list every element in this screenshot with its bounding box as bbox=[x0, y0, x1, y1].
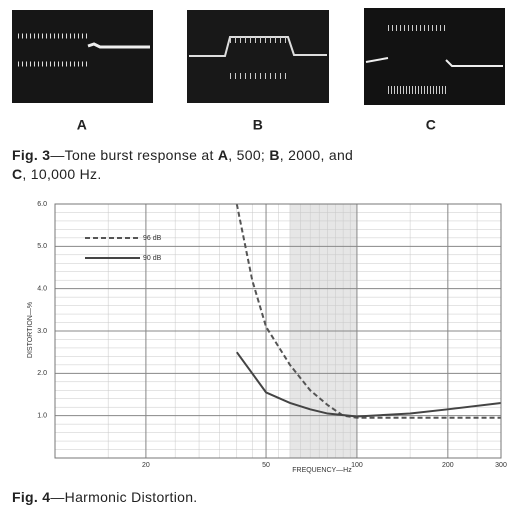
y-axis-label: DISTORTION—% bbox=[27, 302, 34, 358]
x-tick-label: 20 bbox=[142, 462, 150, 469]
caption-part: Fig. 3 bbox=[12, 147, 50, 163]
caption-part: A bbox=[218, 147, 228, 163]
photo-label: B bbox=[253, 117, 263, 133]
photo-c bbox=[364, 8, 505, 105]
x-axis-label: FREQUENCY—Hz bbox=[292, 467, 352, 474]
series-line bbox=[235, 203, 501, 419]
legend-label: 96 dB bbox=[143, 235, 162, 242]
caption-part: , 500; bbox=[228, 147, 269, 163]
y-tick-label: 5.0 bbox=[37, 243, 47, 250]
caption-part: —Harmonic Distortion. bbox=[50, 489, 197, 505]
chart: 20 50 100 200 300 1.0 2.0 3.0 4.0 5.0 6.0 96 dB 90 d… bbox=[37, 201, 507, 469]
plot-frame bbox=[54, 203, 502, 459]
caption: Fig. 4—Harmonic Distortion. bbox=[12, 489, 197, 505]
y-tick-label: 2.0 bbox=[37, 370, 47, 377]
y-tick-label: 1.0 bbox=[37, 413, 47, 420]
photo-label: A bbox=[77, 117, 87, 133]
y-tick-label: 3.0 bbox=[37, 328, 47, 335]
x-tick-label: 200 bbox=[442, 462, 454, 469]
photo-b bbox=[187, 10, 329, 103]
photo-a bbox=[12, 10, 153, 103]
caption-part: , 2000, and bbox=[280, 147, 353, 163]
x-tick-label: 100 bbox=[351, 462, 363, 469]
y-tick-label: 4.0 bbox=[37, 286, 47, 293]
series-line bbox=[235, 351, 502, 418]
y-tick-label: 6.0 bbox=[37, 201, 47, 208]
caption: Fig. 3—Tone burst response at A, 500; B,… bbox=[12, 147, 353, 163]
caption-part: , 10,000 Hz. bbox=[22, 166, 101, 182]
caption-part: —Tone burst response at bbox=[50, 147, 218, 163]
caption-part: B bbox=[269, 147, 279, 163]
caption: C, 10,000 Hz. bbox=[12, 166, 102, 182]
caption-part: Fig. 4 bbox=[12, 489, 50, 505]
x-tick-label: 300 bbox=[495, 462, 507, 469]
photo-label: C bbox=[426, 117, 436, 133]
legend-label: 90 dB bbox=[143, 255, 162, 262]
x-tick-label: 50 bbox=[262, 462, 270, 469]
caption-part: C bbox=[12, 166, 22, 182]
